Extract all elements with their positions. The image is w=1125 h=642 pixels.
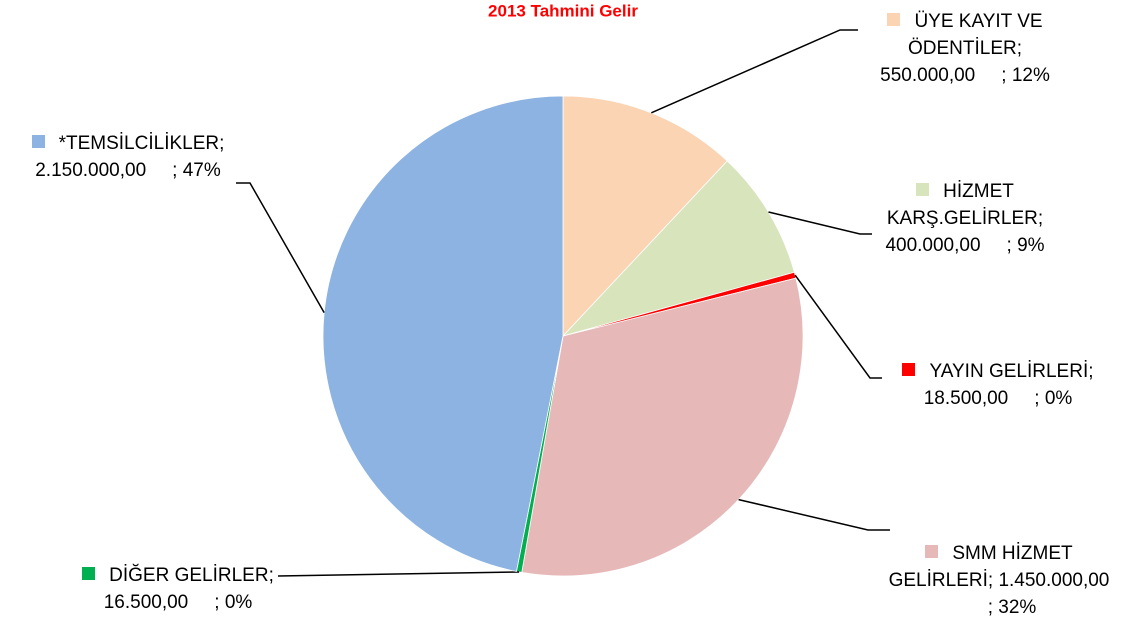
- percent-label: 32%: [998, 597, 1037, 618]
- data-label: DİĞER GELİRLER; 16.500,00; 0%: [58, 562, 298, 616]
- value-label: 550.000,00: [880, 65, 976, 86]
- value-label: 400.000,00: [885, 235, 981, 256]
- separator: ;: [1088, 361, 1094, 382]
- legend-marker: [887, 13, 901, 26]
- data-label: *TEMSİLCİLİKLER; 2.150.000,00; 47%: [8, 130, 248, 184]
- legend-marker: [916, 183, 930, 196]
- percent-label: 47%: [182, 160, 221, 181]
- percent-label: 9%: [1017, 235, 1045, 256]
- leader-line: [651, 29, 858, 114]
- legend-marker: [902, 363, 916, 376]
- value-label: 16.500,00: [103, 592, 189, 613]
- data-label: SMM HİZMET GELİRLERİ; 1.450.000,00; 32%: [876, 540, 1122, 621]
- separator: ;: [1037, 208, 1044, 229]
- pie-slice: [562, 95, 728, 338]
- category-label: HİZMET KARŞ.GELİRLER: [886, 181, 1038, 229]
- separator: ;: [1006, 235, 1012, 256]
- data-label: HİZMET KARŞ.GELİRLER; 400.000,00; 9%: [862, 178, 1068, 259]
- legend-marker: [31, 135, 45, 148]
- percent-label: 0%: [224, 592, 253, 613]
- percent-label: 12%: [1011, 65, 1050, 86]
- pie-slice: [561, 160, 795, 337]
- percent-label: 0%: [1044, 388, 1073, 409]
- category-label: YAYIN GELİRLERİ: [929, 361, 1089, 382]
- separator: ;: [1016, 38, 1023, 59]
- category-label: SMM HİZMET GELİRLERİ: [888, 543, 1073, 591]
- separator: ;: [219, 133, 225, 154]
- legend-marker: [925, 545, 939, 558]
- legend-marker: [82, 567, 96, 580]
- data-label: YAYIN GELİRLERİ; 18.500,00; 0%: [876, 358, 1120, 412]
- leader-line: [794, 274, 882, 379]
- leader-line: [236, 182, 325, 313]
- pie-slice: [521, 277, 804, 577]
- category-label: ÜYE KAYIT VE ÖDENTİLER: [907, 11, 1043, 59]
- category-label: *TEMSİLCİLİKLER: [58, 133, 220, 154]
- chart-title: 2013 Tahmini Gelir: [488, 1, 638, 20]
- separator: ;: [987, 570, 994, 591]
- value-label: 2.150.000,00: [35, 160, 147, 181]
- separator: ;: [172, 160, 178, 181]
- value-label: 1.450.000,00: [998, 570, 1110, 591]
- separator: ;: [268, 565, 274, 586]
- separator: ;: [214, 592, 220, 613]
- separator: ;: [1034, 388, 1040, 409]
- leader-line: [768, 211, 872, 235]
- data-label: ÜYE KAYIT VE ÖDENTİLER; 550.000,00; 12%: [858, 8, 1072, 89]
- separator: ;: [1001, 65, 1007, 86]
- value-label: 18.500,00: [923, 388, 1009, 409]
- category-label: DİĞER GELİRLER: [109, 565, 269, 586]
- pie-slice: [322, 95, 564, 572]
- separator: ;: [987, 597, 993, 618]
- leader-line: [277, 571, 520, 577]
- leader-line: [738, 498, 890, 531]
